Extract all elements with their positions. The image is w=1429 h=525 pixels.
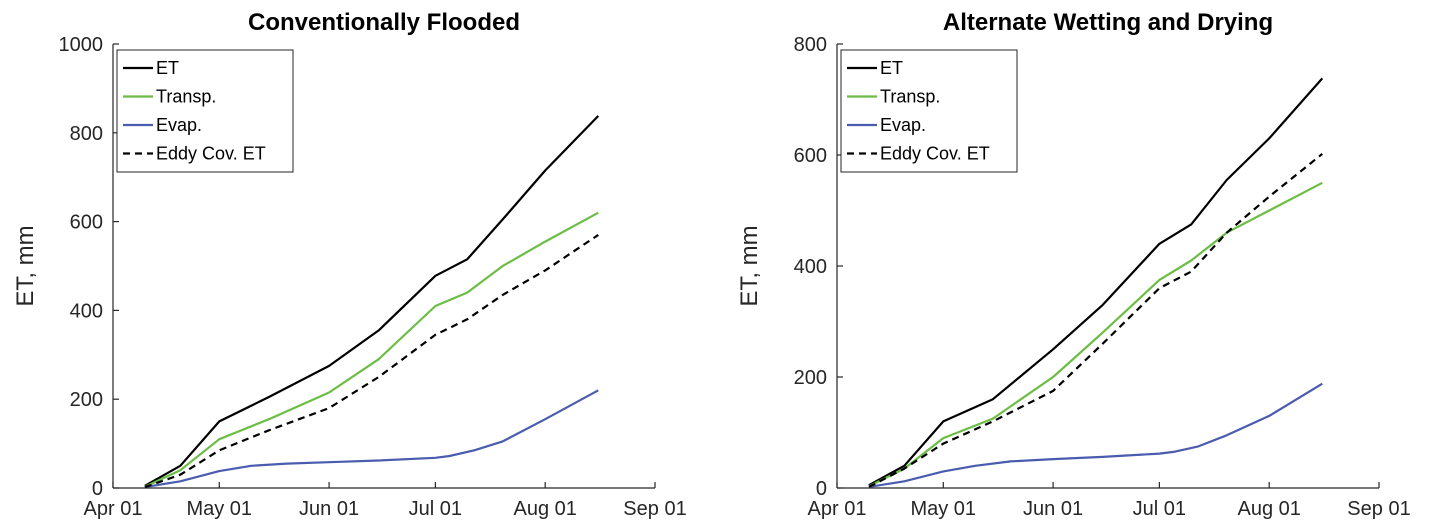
legend-label: Evap. (880, 115, 926, 135)
y-tick-label: 0 (92, 478, 103, 500)
legend-label: ET (156, 58, 179, 78)
y-tick-label: 1000 (59, 34, 104, 56)
x-tick-label: Sep 01 (623, 498, 686, 520)
y-tick-label: 800 (70, 123, 103, 145)
y-tick-label: 0 (816, 478, 827, 500)
series-line-eddy-cov-et (868, 153, 1323, 488)
y-tick-label: 600 (70, 212, 103, 234)
chart-2: Alternate Wetting and Drying ET, mm 0 200 40… (736, 9, 1411, 520)
series-line-et (868, 77, 1324, 487)
x-tick-label: Apr 01 (84, 498, 143, 520)
series-line-transp (868, 181, 1323, 488)
series-line-transp (144, 211, 599, 488)
legend-box (840, 49, 1018, 173)
y-tick-label: 400 (794, 256, 827, 278)
chart-title: Conventionally Flooded (248, 9, 520, 36)
x-tick-label: Jul 01 (409, 498, 462, 520)
series-line-evap (144, 389, 599, 489)
x-tick-label: Jun 01 (1023, 498, 1083, 520)
legend: ET Transp. Evap. Eddy Cov. ET (840, 49, 1018, 173)
legend-label: Transp. (156, 87, 216, 107)
x-tick-label: Aug 01 (1237, 498, 1300, 520)
y-axis-label: ET, mm (736, 225, 763, 306)
legend-label: Eddy Cov. ET (156, 144, 266, 164)
series-line-eddy-cov-et (144, 233, 599, 489)
chart-title: Alternate Wetting and Drying (943, 9, 1273, 36)
x-tick-label: Jul 01 (1133, 498, 1186, 520)
legend-label: ET (880, 58, 903, 78)
legend-box (116, 49, 294, 173)
legend: ET Transp. Evap. Eddy Cov. ET (116, 49, 294, 173)
y-axis-label: ET, mm (12, 225, 39, 306)
x-tick-label: Apr 01 (808, 498, 867, 520)
chart-1: Conventionally Flooded ET, mm 0 200 400 600 80… (12, 9, 687, 520)
x-tick-label: Jun 01 (299, 498, 359, 520)
series-line-et (144, 115, 600, 487)
x-tick-label: Aug 01 (513, 498, 576, 520)
y-tick-label: 400 (70, 300, 103, 322)
legend-label: Transp. (880, 87, 940, 107)
y-tick-label: 800 (794, 34, 827, 56)
legend-label: Eddy Cov. ET (880, 144, 990, 164)
legend-label: Evap. (156, 115, 202, 135)
x-tick-label: May 01 (186, 498, 252, 520)
y-tick-label: 200 (794, 367, 827, 389)
series-line-evap (868, 382, 1323, 488)
x-tick-label: Sep 01 (1347, 498, 1410, 520)
x-tick-label: May 01 (910, 498, 976, 520)
y-tick-label: 200 (70, 389, 103, 411)
y-tick-label: 600 (794, 145, 827, 167)
